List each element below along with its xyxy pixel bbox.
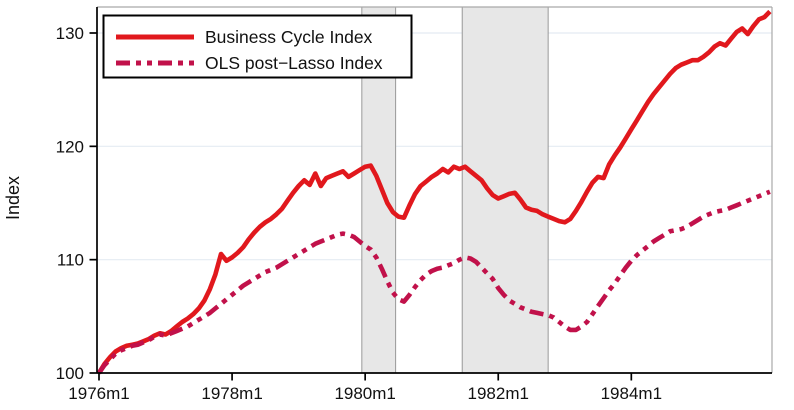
x-tick-label-1978m1: 1978m1	[201, 384, 262, 403]
x-tick-label-1982m1: 1982m1	[468, 384, 529, 403]
legend-box	[102, 14, 413, 79]
series-line-ols-post-lasso-index	[97, 189, 771, 375]
legend-label-ols-post-lasso-index: OLS post−Lasso Index	[205, 53, 383, 73]
plot-border	[97, 6, 773, 373]
y-tick-labels: 100 110 120 130	[56, 24, 97, 383]
x-axis: 1976m1 1978m1 1980m1 1982m1 1984m1	[68, 372, 772, 403]
legend: Business Cycle Index OLS post−Lasso Inde…	[102, 14, 413, 79]
x-tick-label-1984m1: 1984m1	[601, 384, 662, 403]
series-line-business-cycle-index	[97, 9, 772, 375]
series-lines	[97, 9, 772, 375]
y-tick-label-100: 100	[56, 364, 84, 383]
y-axis-title: Index	[3, 176, 23, 220]
x-tick-labels: 1976m1 1978m1 1980m1 1982m1 1984m1	[68, 373, 662, 403]
x-tick-label-1980m1: 1980m1	[334, 384, 395, 403]
y-tick-label-110: 110	[57, 251, 84, 270]
x-tick-label-1976m1: 1976m1	[68, 384, 129, 403]
y-tick-label-130: 130	[56, 24, 84, 43]
y-tick-label-120: 120	[56, 137, 84, 156]
legend-label-business-cycle-index: Business Cycle Index	[205, 27, 373, 47]
y-axis: 100 110 120 130 Index	[3, 7, 98, 383]
recession-band-1981m7-1982m11	[461, 6, 549, 374]
